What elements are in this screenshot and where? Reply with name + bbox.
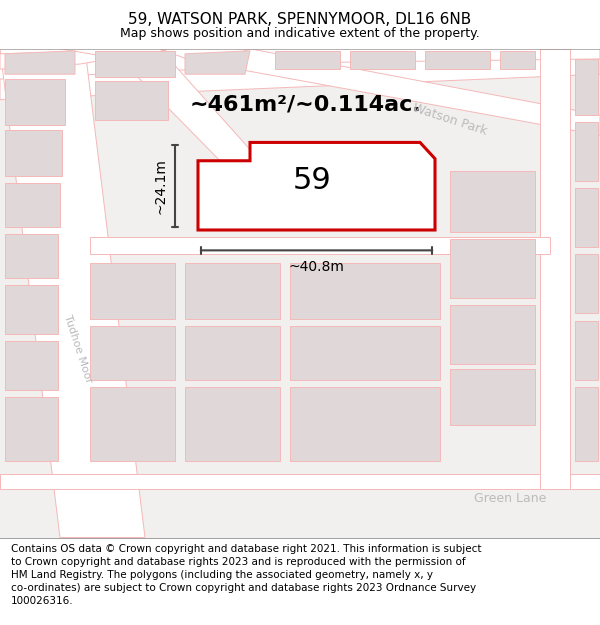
Polygon shape — [95, 81, 168, 120]
Polygon shape — [425, 51, 490, 69]
Polygon shape — [290, 262, 440, 319]
Polygon shape — [450, 306, 535, 364]
Polygon shape — [0, 49, 145, 538]
Polygon shape — [90, 326, 175, 379]
Polygon shape — [5, 341, 58, 390]
Polygon shape — [210, 49, 600, 135]
Polygon shape — [185, 262, 280, 319]
Polygon shape — [95, 51, 175, 78]
Polygon shape — [450, 369, 535, 426]
Polygon shape — [185, 387, 280, 461]
Polygon shape — [5, 183, 60, 227]
Polygon shape — [198, 142, 435, 230]
Polygon shape — [5, 130, 62, 176]
Polygon shape — [0, 49, 170, 69]
Polygon shape — [90, 237, 550, 254]
Polygon shape — [450, 239, 535, 298]
Polygon shape — [5, 285, 58, 334]
Polygon shape — [0, 49, 600, 99]
Polygon shape — [5, 234, 58, 278]
Polygon shape — [575, 387, 598, 461]
Polygon shape — [575, 59, 598, 115]
Polygon shape — [160, 49, 600, 64]
Polygon shape — [60, 49, 260, 161]
Polygon shape — [540, 49, 570, 489]
Polygon shape — [5, 79, 65, 125]
Text: ~24.1m: ~24.1m — [154, 158, 168, 214]
Text: ~461m²/~0.114ac.: ~461m²/~0.114ac. — [189, 95, 421, 115]
Text: 59, WATSON PARK, SPENNYMOOR, DL16 6NB: 59, WATSON PARK, SPENNYMOOR, DL16 6NB — [128, 12, 472, 27]
Polygon shape — [575, 254, 598, 314]
Text: Contains OS data © Crown copyright and database right 2021. This information is : Contains OS data © Crown copyright and d… — [11, 544, 481, 606]
Text: Tudhoe Moor: Tudhoe Moor — [62, 314, 94, 384]
Polygon shape — [90, 262, 175, 319]
Polygon shape — [575, 188, 598, 248]
Polygon shape — [575, 321, 598, 379]
Polygon shape — [350, 51, 415, 69]
Polygon shape — [5, 51, 75, 74]
Polygon shape — [90, 387, 175, 461]
Polygon shape — [5, 397, 58, 461]
Polygon shape — [500, 51, 535, 69]
Text: Map shows position and indicative extent of the property.: Map shows position and indicative extent… — [120, 27, 480, 40]
Polygon shape — [0, 474, 600, 489]
Text: ~40.8m: ~40.8m — [289, 259, 344, 274]
Polygon shape — [575, 122, 598, 181]
Polygon shape — [185, 326, 280, 379]
Polygon shape — [290, 387, 440, 461]
Text: 59: 59 — [293, 166, 332, 194]
Polygon shape — [185, 51, 250, 74]
Polygon shape — [0, 49, 200, 79]
Polygon shape — [450, 171, 535, 232]
Text: Watson Park: Watson Park — [411, 102, 489, 138]
Polygon shape — [275, 51, 340, 69]
Polygon shape — [290, 326, 440, 379]
Text: Green Lane: Green Lane — [474, 492, 546, 505]
